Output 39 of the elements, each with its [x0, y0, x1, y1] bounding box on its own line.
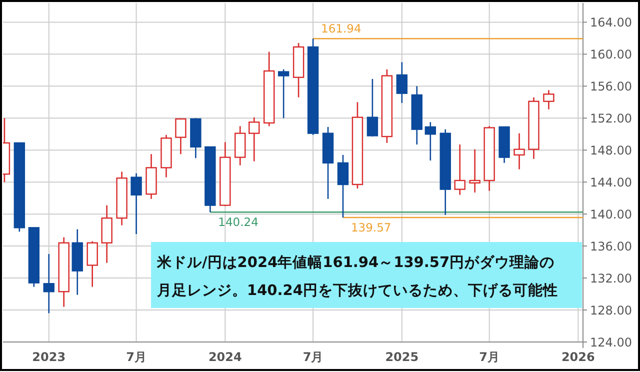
y-tick-label: 156.00	[590, 80, 632, 94]
x-tick-label: 2026	[561, 350, 595, 364]
y-tick-label: 140.00	[590, 208, 632, 222]
candlestick	[469, 148, 480, 194]
ref-line-label: 140.24	[218, 215, 258, 230]
annotation: 月足レンジ。140.24円を下抜けているため、下げる可能性	[156, 282, 558, 299]
y-tick-label: 152.00	[590, 112, 632, 126]
y-tick-label: 136.00	[590, 240, 632, 254]
y-tick-label: 124.00	[590, 336, 632, 350]
candlestick	[86, 240, 98, 288]
candlestick	[396, 62, 408, 104]
x-tick-label: 2023	[32, 350, 66, 364]
candlestick	[234, 125, 246, 166]
ref-line-label: 161.94	[321, 22, 362, 36]
x-tick-label: 2025	[385, 350, 419, 364]
candlestick	[278, 68, 290, 119]
candlestick	[43, 253, 54, 314]
y-tick-label: 144.00	[590, 176, 632, 190]
x-tick-label: 7月	[479, 350, 500, 364]
candlestick	[543, 90, 554, 110]
x-tick-label: 7月	[126, 350, 146, 364]
annotation: 米ドル/円は2024年値幅161.94～139.57円がダウ理論の	[156, 254, 555, 271]
y-tick-label: 132.00	[590, 272, 632, 286]
y-tick-label: 128.00	[590, 304, 632, 318]
candlestick	[514, 132, 525, 170]
candlestick	[424, 121, 436, 162]
ref-line-label: 139.57	[350, 220, 392, 235]
annotation: 米ドル/円は2024年値幅161.94～139.57円がダウ理論の 月足レンジ。140.24円を下抜けているため、下げる可能性	[151, 242, 582, 308]
x-tick-label: 7月	[302, 350, 324, 364]
y-tick-label: 164.00	[590, 16, 632, 30]
candlestick	[337, 154, 349, 218]
y-tick-label: 148.00	[590, 144, 632, 158]
candlestick	[248, 116, 260, 162]
x-tick-label: 2024	[208, 350, 242, 364]
candlestick	[454, 144, 466, 196]
candlestick	[175, 118, 186, 155]
y-tick-label: 160.00	[590, 48, 632, 62]
candlestick	[366, 78, 378, 138]
candlestick	[130, 172, 142, 235]
